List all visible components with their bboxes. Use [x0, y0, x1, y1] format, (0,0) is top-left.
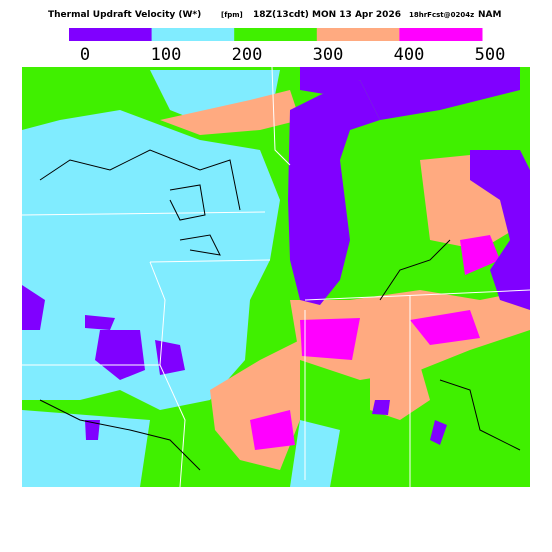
region: [85, 315, 115, 330]
state-border: [149, 259, 271, 263]
units: [fpm]: [221, 11, 243, 19]
contour: [439, 379, 521, 451]
forecast: 18hrFcst@0204z: [409, 11, 474, 19]
region: [372, 400, 390, 415]
legend-label: 300: [313, 45, 344, 65]
contour: [39, 399, 201, 471]
region: [300, 318, 360, 360]
legend-label: 0: [80, 45, 90, 65]
region: [85, 420, 100, 440]
state-border: [271, 66, 291, 166]
lake-superior: [300, 67, 520, 120]
legend-swatch: [234, 28, 318, 41]
region: [290, 420, 340, 487]
state-border: [149, 261, 186, 488]
valid-time: 18Z(13cdt) MON 13 Apr 2026: [253, 10, 401, 20]
lake-michigan: [288, 80, 380, 305]
lake-huron: [470, 150, 530, 310]
region: [460, 235, 500, 275]
region: [155, 340, 185, 375]
legend-label: 400: [394, 45, 425, 65]
region: [410, 310, 480, 345]
region: [22, 410, 150, 487]
legend-label: 200: [232, 45, 263, 65]
region: [430, 420, 447, 445]
legend-swatch: [399, 28, 483, 41]
region: [95, 330, 145, 380]
contour: [179, 234, 221, 256]
legend-label: 100: [151, 45, 182, 65]
legend-label: 500: [475, 45, 506, 65]
legend-swatch: [316, 28, 400, 41]
region: [250, 410, 295, 450]
legend-swatch: [151, 28, 235, 41]
model: NAM: [478, 10, 501, 20]
map: [21, 66, 531, 488]
region: [22, 285, 45, 330]
state-border: [21, 211, 266, 216]
region: [22, 110, 280, 410]
legend-swatch: [69, 28, 153, 41]
region: [160, 90, 300, 135]
title: Thermal Updraft Velocity (W*): [48, 10, 201, 20]
state-border: [304, 289, 531, 301]
contour: [39, 149, 241, 211]
contour: [169, 184, 206, 221]
contour: [379, 239, 451, 301]
legend: 0 100 200 300 400 500: [69, 28, 505, 65]
